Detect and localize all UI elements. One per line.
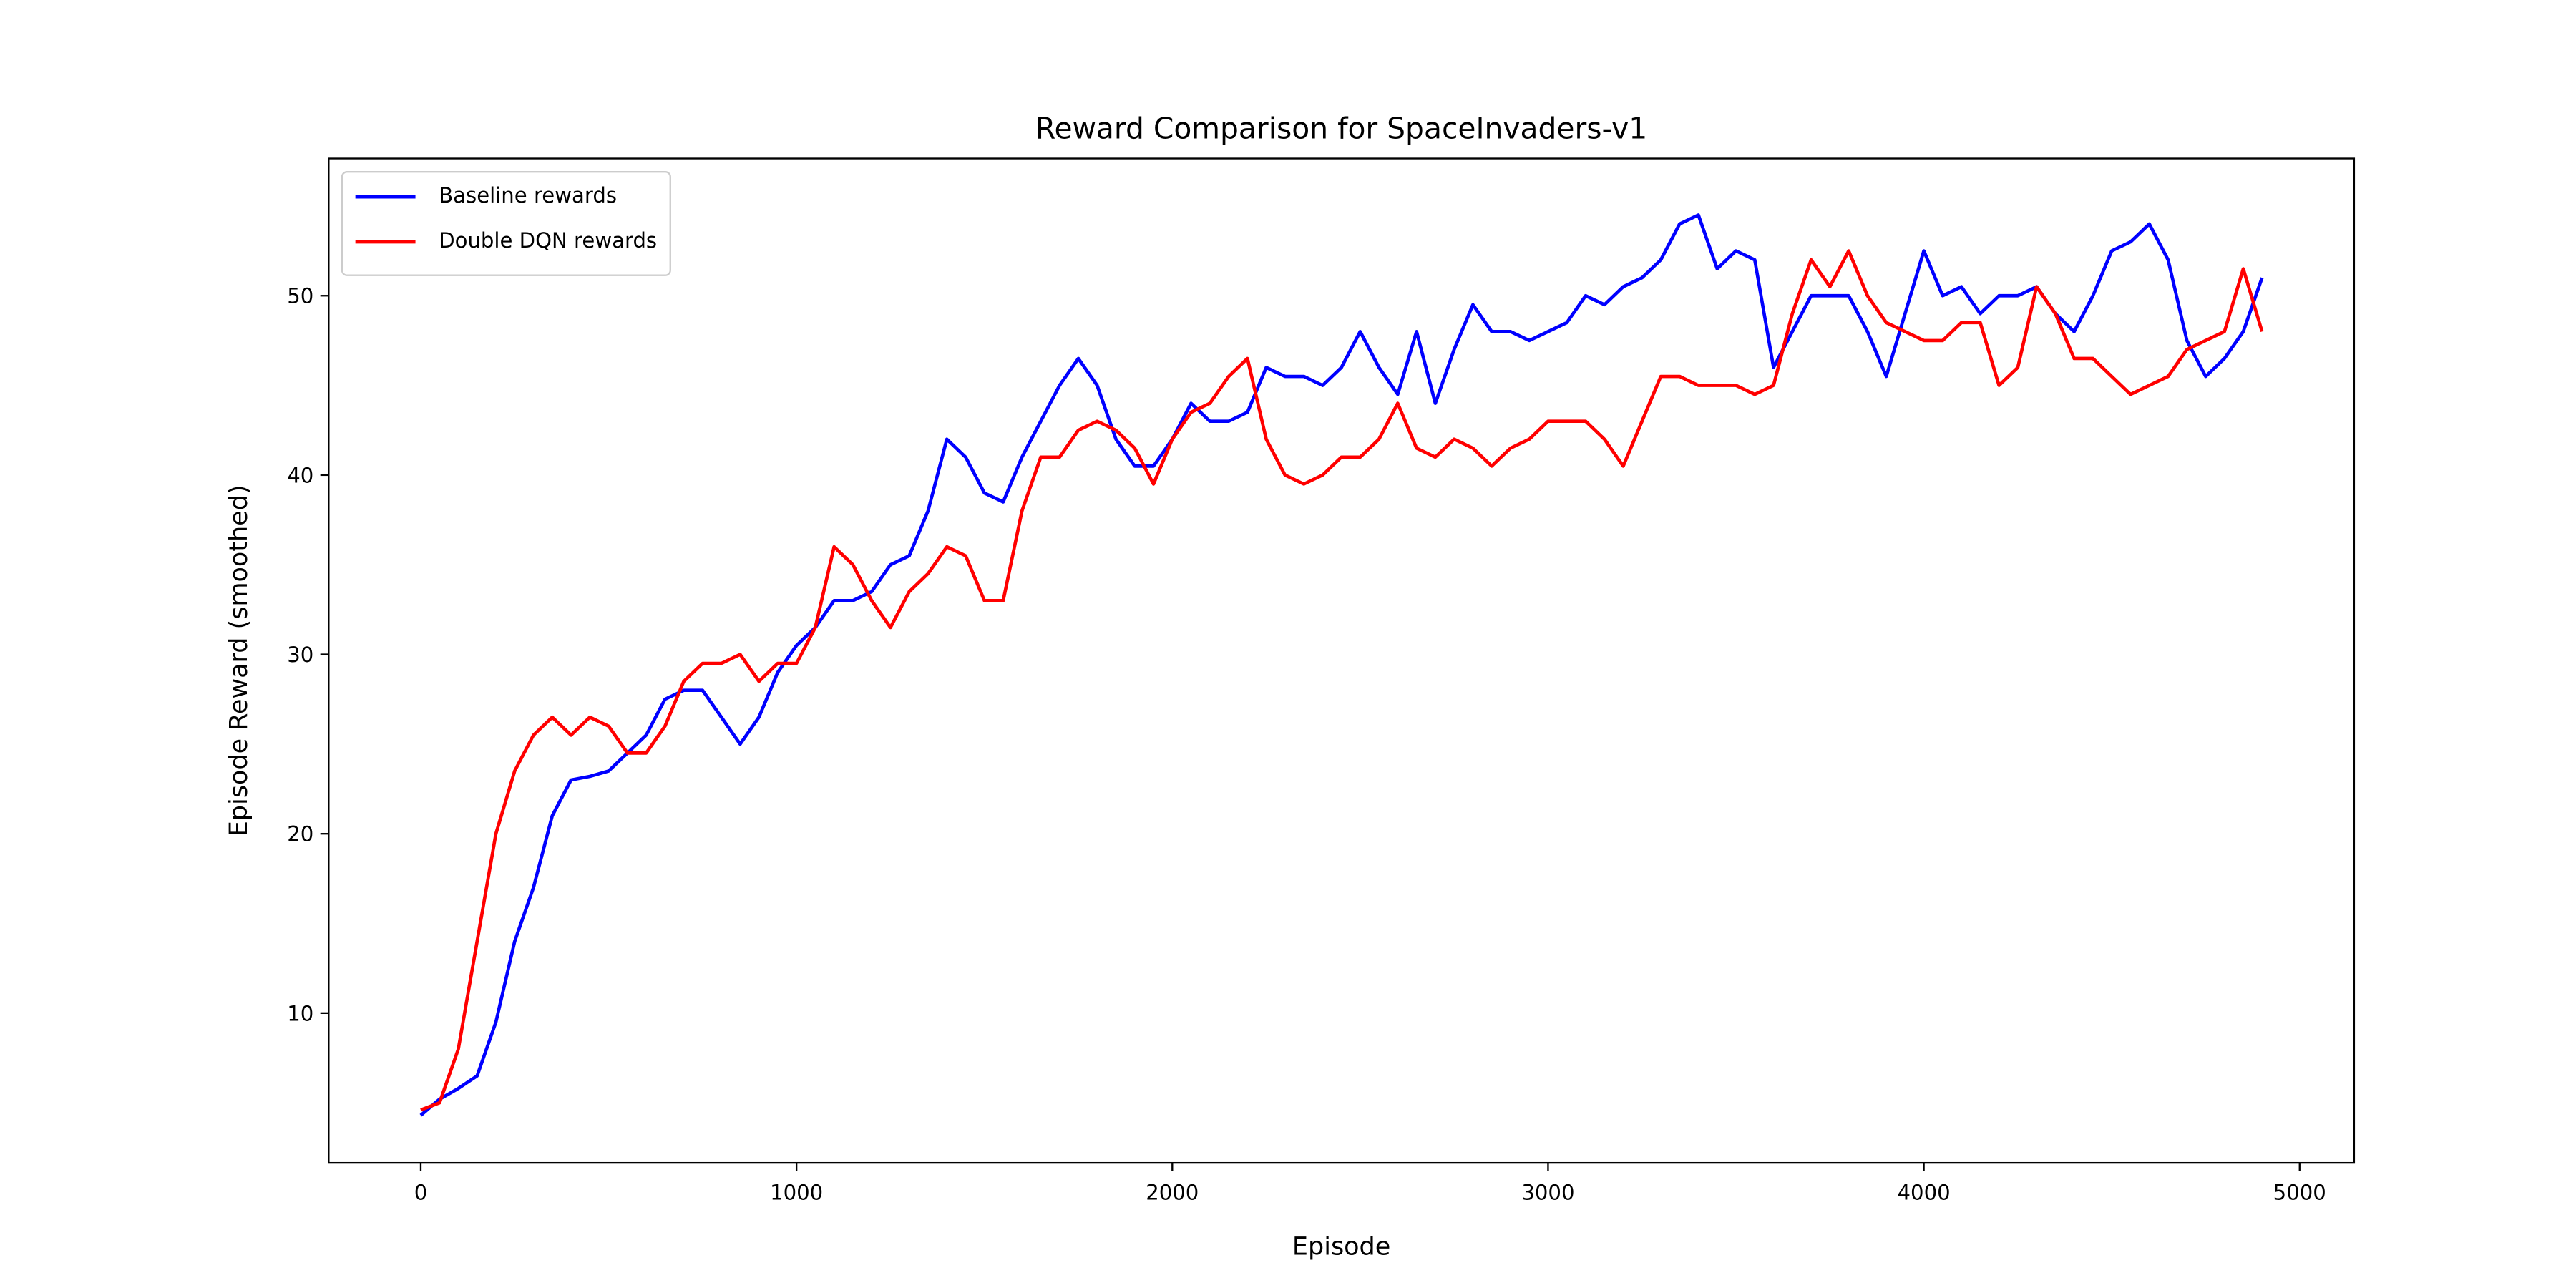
y-tick-label: 30 bbox=[287, 643, 313, 667]
x-tick-label: 2000 bbox=[1146, 1180, 1199, 1204]
y-tick-label: 50 bbox=[287, 284, 313, 308]
y-tick-label: 40 bbox=[287, 463, 313, 487]
x-tick-label: 4000 bbox=[1898, 1180, 1951, 1204]
legend-box bbox=[341, 170, 671, 276]
x-axis-label: Episode bbox=[1292, 1232, 1390, 1261]
plot-frame bbox=[328, 157, 2356, 1164]
x-tick-label: 0 bbox=[414, 1180, 428, 1204]
x-tick-label: 3000 bbox=[1521, 1180, 1574, 1204]
x-tick-label: 5000 bbox=[2273, 1180, 2326, 1204]
y-axis-label: Episode Reward (smoothed) bbox=[225, 484, 253, 836]
legend: Baseline rewards Double DQN rewards bbox=[341, 170, 671, 276]
series-line bbox=[420, 249, 2264, 1112]
y-tick-label: 10 bbox=[287, 1001, 313, 1025]
series-line bbox=[419, 213, 2264, 1117]
chart-title: Reward Comparison for SpaceInvaders-v1 bbox=[1035, 112, 1647, 146]
legend-label: Double DQN rewards bbox=[439, 228, 657, 253]
legend-label: Baseline rewards bbox=[439, 183, 617, 208]
x-tick-label: 1000 bbox=[770, 1180, 823, 1204]
y-tick-label: 20 bbox=[287, 822, 313, 847]
